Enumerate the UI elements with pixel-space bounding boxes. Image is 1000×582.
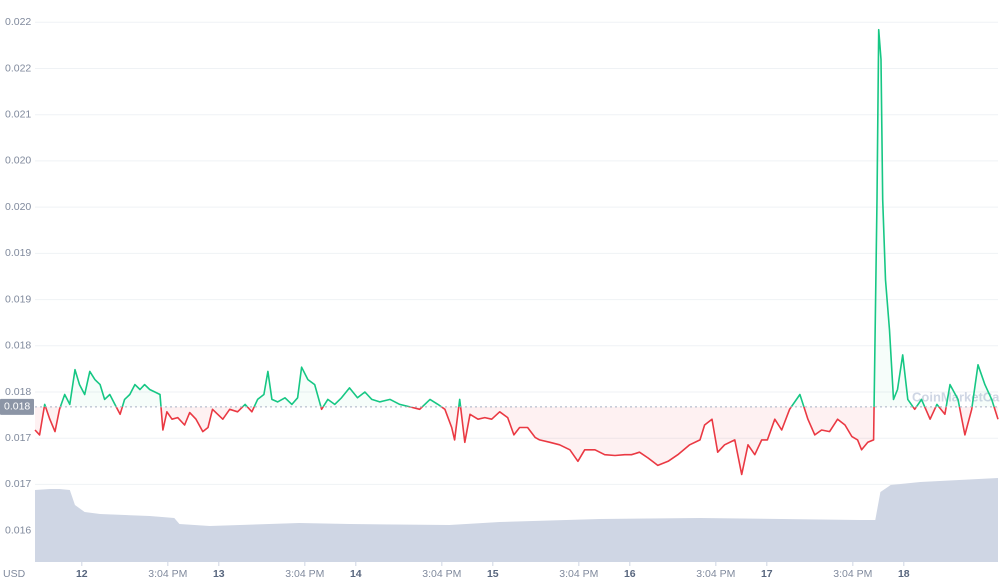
price-line-up <box>43 28 995 407</box>
x-tick-label: 3:04 PM <box>696 568 735 580</box>
y-tick-label: 0.022 <box>5 16 31 28</box>
currency-label: USD <box>3 568 26 580</box>
x-tick-label: 13 <box>213 568 225 580</box>
grid <box>35 21 998 532</box>
y-tick-label: 0.020 <box>5 201 31 213</box>
baseline-badge <box>0 398 34 415</box>
price-line-down <box>34 406 999 476</box>
y-tick-label: 0.016 <box>5 524 31 536</box>
x-tick-label: 3:04 PM <box>285 568 324 580</box>
x-tick-label: 3:04 PM <box>833 568 872 580</box>
x-tick-label: 3:04 PM <box>559 568 598 580</box>
x-tick-label: 17 <box>761 568 773 580</box>
x-tick-label: 16 <box>624 568 636 580</box>
x-tick-label: 15 <box>487 568 499 580</box>
down-fill <box>35 406 998 475</box>
y-tick-label: 0.018 <box>5 340 31 352</box>
y-tick-label: 0.017 <box>5 478 31 490</box>
x-tick-label: 12 <box>76 568 88 580</box>
x-tick-label: 3:04 PM <box>148 568 187 580</box>
y-tick-label: 0.018 <box>5 386 31 398</box>
labels: 0.016 0.017 0.017 0.018 0.018 0.019 0.019 0.020… <box>0 16 910 580</box>
volume-area <box>35 478 998 562</box>
y-tick-label: 0.022 <box>5 62 31 74</box>
baseline-label: 0.018 <box>4 401 30 413</box>
y-tick-label: 0.021 <box>5 108 31 120</box>
y-tick-label: 0.020 <box>5 155 31 167</box>
x-tick-label: 3:04 PM <box>422 568 461 580</box>
x-tick-label: 18 <box>898 568 910 580</box>
y-tick-label: 0.019 <box>5 247 31 259</box>
y-tick-label: 0.017 <box>5 432 31 444</box>
price-line <box>34 28 999 476</box>
y-tick-label: 0.019 <box>5 293 31 305</box>
x-tick-label: 14 <box>350 568 362 580</box>
volume <box>35 478 998 562</box>
